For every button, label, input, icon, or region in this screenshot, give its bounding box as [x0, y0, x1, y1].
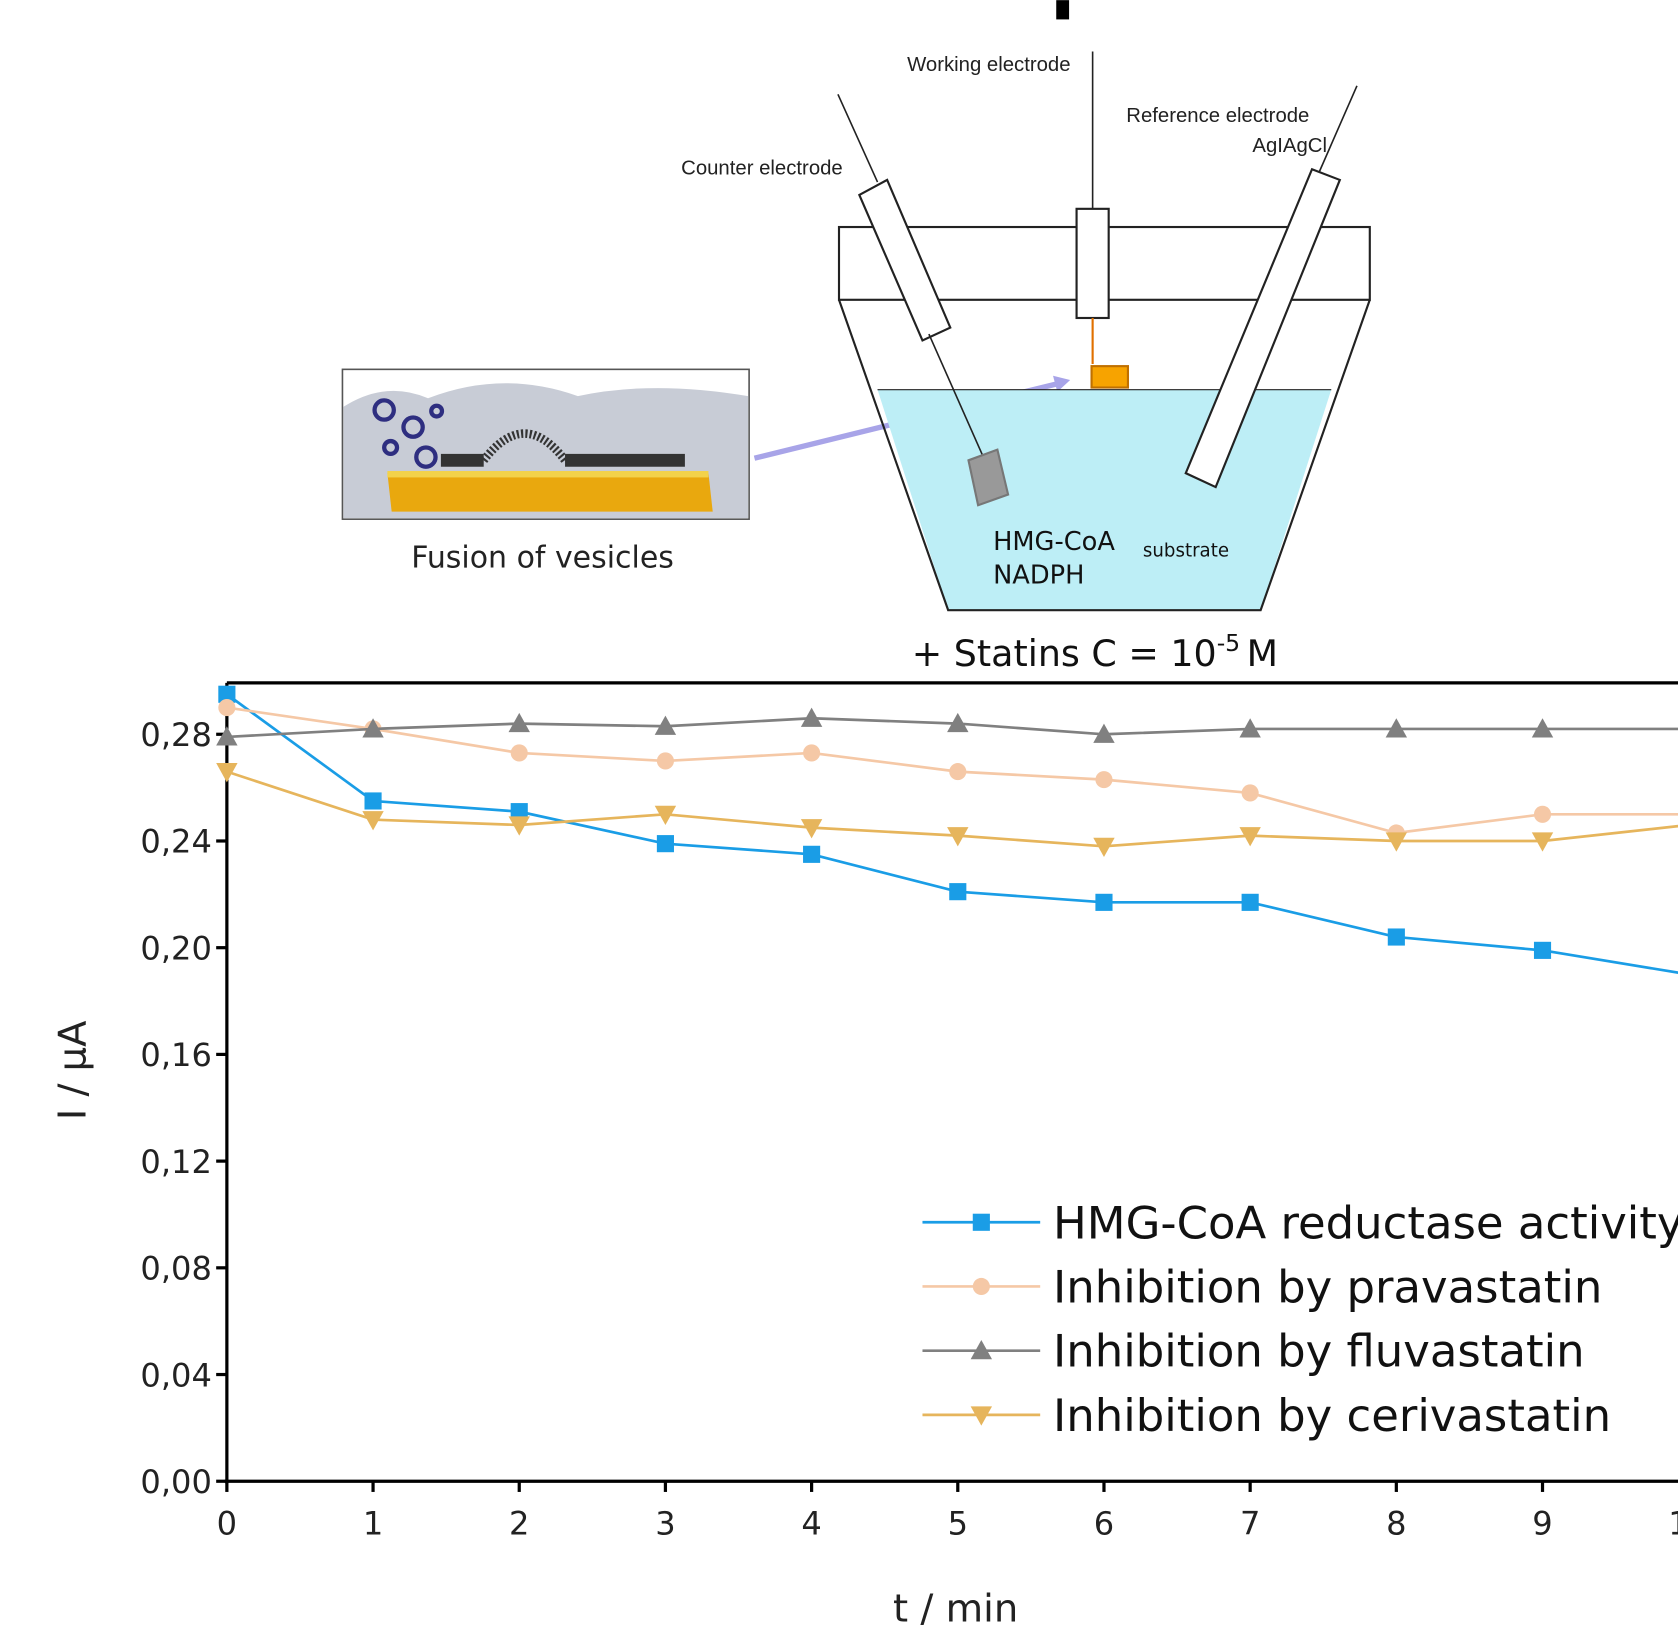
inset-caption: Fusion of vesicles — [411, 540, 674, 575]
marker — [1533, 805, 1552, 823]
marker — [654, 805, 677, 826]
cropped-glyph — [1056, 0, 1070, 20]
marker — [362, 718, 384, 738]
x-tick-label: 6 — [1094, 1505, 1114, 1543]
statins-label: + Statins C = 10-5 M — [912, 629, 1278, 675]
marker — [654, 715, 677, 735]
legend-label: Inhibition by cerivastatin — [1053, 1389, 1611, 1442]
marker — [216, 763, 238, 783]
y-tick-label: 0,04 — [140, 1356, 211, 1394]
marker — [218, 699, 236, 717]
legend-label: Inhibition by fluvastatin — [1053, 1325, 1585, 1378]
marker — [656, 835, 674, 853]
marker — [1095, 771, 1113, 789]
marker — [1533, 941, 1552, 959]
substrate-label: HMG-CoA — [993, 527, 1115, 557]
x-tick-label: 8 — [1386, 1505, 1406, 1543]
y-tick-label: 0,08 — [140, 1250, 211, 1288]
x-tick-label: 10 — [1668, 1505, 1678, 1543]
marker — [510, 744, 528, 762]
marker — [1093, 723, 1115, 743]
reference-electrode-label: Reference electrode — [1126, 105, 1309, 127]
marker — [656, 752, 674, 770]
marker — [1387, 928, 1405, 946]
substrate-sub-label: substrate — [1143, 541, 1229, 562]
legend-label: Inhibition by pravastatin — [1053, 1261, 1602, 1314]
plot-area: 0,00 0,04 0,08 0,12 0,16 0,20 0,24 0,28 0 1 2 3 4 5 6 7… — [140, 685, 1678, 1543]
marker — [1241, 784, 1259, 802]
marker — [508, 712, 530, 733]
y-tick-label: 0,00 — [140, 1463, 211, 1501]
marker — [947, 827, 969, 847]
statins-text: + Statins C = 10 — [912, 632, 1217, 675]
marker — [216, 726, 238, 746]
y-tick-label: 0,20 — [140, 929, 211, 967]
x-tick-label: 1 — [363, 1505, 383, 1543]
marker — [362, 811, 384, 831]
cofactor-label: NADPH — [993, 560, 1084, 590]
x-tick-label: 4 — [801, 1505, 821, 1543]
reference-sub-label: AgIAgCl — [1252, 135, 1327, 157]
x-tick-label: 9 — [1532, 1505, 1552, 1543]
x-tick-label: 7 — [1240, 1505, 1260, 1543]
marker — [1385, 832, 1408, 852]
marker — [510, 803, 528, 821]
counter-electrode-label: Counter electrode — [681, 158, 843, 180]
marker — [1095, 893, 1113, 911]
marker — [949, 763, 967, 781]
marker — [508, 816, 530, 836]
x-axis-title: t / min — [893, 1586, 1018, 1628]
marker — [1093, 837, 1115, 858]
y-tick-label: 0,28 — [140, 716, 211, 754]
x-tick-label: 5 — [948, 1505, 968, 1543]
statins-exponent: -5 — [1217, 629, 1240, 657]
marker — [947, 712, 969, 733]
legend-marker — [970, 1339, 993, 1360]
marker — [364, 792, 382, 810]
y-tick-label: 0,12 — [140, 1143, 211, 1181]
vesicle-inset — [341, 368, 1071, 520]
x-tick-label: 3 — [655, 1505, 675, 1543]
working-electrode-label: Working electrode — [907, 54, 1070, 76]
legend-label: HMG-CoA reductase activity — [1053, 1196, 1678, 1249]
y-tick-label: 0,24 — [140, 823, 211, 861]
marker — [949, 883, 967, 901]
marker — [1239, 827, 1261, 847]
y-tick-label: 0,16 — [140, 1036, 211, 1074]
y-axis-title: I / µA — [51, 1020, 96, 1120]
marker — [803, 845, 821, 863]
marker — [1241, 893, 1259, 911]
legend-marker — [970, 1406, 993, 1426]
marker — [218, 685, 236, 703]
legend-marker — [972, 1277, 990, 1296]
statins-unit: M — [1247, 632, 1278, 675]
x-tick-label: 2 — [509, 1505, 529, 1543]
marker — [1385, 718, 1408, 738]
legend: HMG-CoA reductase activity Inhibition by … — [922, 1196, 1678, 1442]
marker — [1531, 832, 1554, 852]
marker — [800, 819, 823, 839]
electrochemical-cell — [837, 51, 1371, 612]
legend-marker — [972, 1213, 990, 1231]
x-tick-label: 0 — [217, 1505, 237, 1543]
marker — [800, 707, 823, 727]
marker — [803, 744, 821, 762]
marker — [1531, 718, 1554, 738]
marker — [1239, 718, 1261, 738]
